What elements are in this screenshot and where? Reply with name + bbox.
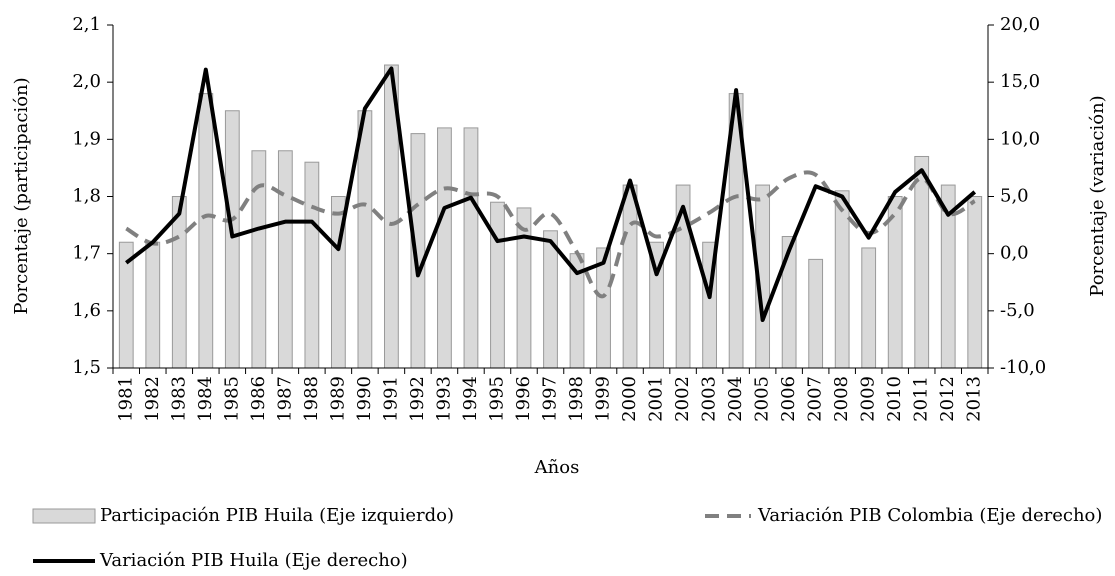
x-tick-label: 1999 xyxy=(593,376,614,422)
x-tick-label: 2013 xyxy=(964,376,985,422)
bar xyxy=(304,161,320,369)
x-tick-label: 1988 xyxy=(301,376,322,422)
x-tick-label: 2001 xyxy=(646,376,667,422)
y2-tick-label: 10,0 xyxy=(1000,128,1040,149)
x-tick-label: 2008 xyxy=(831,376,852,422)
bar xyxy=(277,150,293,369)
x-tick-label: 1995 xyxy=(486,376,507,422)
x-tick-label: 1990 xyxy=(354,376,375,422)
bar xyxy=(543,230,558,369)
x-tick-label: 1992 xyxy=(407,376,428,422)
x-tick-label: 1998 xyxy=(566,376,587,422)
bar xyxy=(463,127,479,369)
x-tick-label: 2000 xyxy=(619,376,640,422)
x-tick-label: 2012 xyxy=(937,376,958,422)
x-tick-label: 1984 xyxy=(195,376,216,422)
bar xyxy=(808,258,824,369)
x-tick-label: 1996 xyxy=(513,376,534,422)
y2-tick-label: 20,0 xyxy=(1000,14,1040,35)
bar xyxy=(198,93,214,369)
x-tick-label: 2010 xyxy=(884,376,905,422)
y-tick-label: 1,5 xyxy=(72,357,101,378)
line xyxy=(125,66,977,322)
x-tick-label: 2007 xyxy=(805,376,826,422)
x-tick-label: 1985 xyxy=(221,376,242,422)
bar xyxy=(145,241,161,369)
y2-tick-label: 5,0 xyxy=(1000,186,1029,207)
bar xyxy=(622,184,638,369)
bar xyxy=(781,236,797,369)
x-tick-label: 2004 xyxy=(725,376,746,422)
x-tick-label: 2003 xyxy=(699,376,720,422)
y-tick-label: 1,6 xyxy=(72,300,101,321)
x-tick-label: 1993 xyxy=(433,376,454,422)
legend-label: Variación PIB Colombia (Eje derecho) xyxy=(757,505,1102,526)
x-tick-label: 1997 xyxy=(540,376,561,422)
bar xyxy=(834,190,850,369)
bar xyxy=(887,196,903,369)
y-axis-title: Porcentaje (participación) xyxy=(11,77,32,314)
x-tick-label: 1986 xyxy=(248,376,269,422)
bar xyxy=(516,207,532,369)
x-tick-label: 1987 xyxy=(274,376,295,422)
bar xyxy=(490,201,505,369)
legend-label: Variación PIB Huila (Eje derecho) xyxy=(99,550,408,571)
x-tick-label: 2005 xyxy=(752,376,773,422)
y2-tick-label: 15,0 xyxy=(1000,71,1040,92)
x-axis-title: Años xyxy=(534,457,580,478)
y-tick-label: 2,1 xyxy=(72,14,101,35)
bar xyxy=(224,110,240,369)
x-tick-label: 1982 xyxy=(142,376,163,422)
y2-tick-label: -5,0 xyxy=(1000,300,1035,321)
y-tick-label: 2,0 xyxy=(72,71,101,92)
bar xyxy=(437,127,452,369)
x-tick-label: 1983 xyxy=(168,376,189,422)
x-tick-label: 2011 xyxy=(911,376,932,422)
x-tick-label: 2006 xyxy=(778,376,799,422)
y2-tick-label: -10,0 xyxy=(1000,357,1046,378)
x-tick-label: 1994 xyxy=(460,376,481,422)
bar xyxy=(967,196,983,369)
x-tick-label: 2002 xyxy=(672,376,693,422)
bar xyxy=(357,110,373,369)
y2-axis-title: Porcentaje (variación) xyxy=(1087,95,1108,296)
legend-label: Participación PIB Huila (Eje izquierdo) xyxy=(100,505,454,526)
y-tick-label: 1,7 xyxy=(72,243,101,264)
bar xyxy=(914,155,930,369)
bar xyxy=(861,247,877,369)
legend-swatch xyxy=(32,508,96,524)
x-tick-label: 1989 xyxy=(327,376,348,422)
y2-tick-label: 0,0 xyxy=(1000,243,1029,264)
y-tick-label: 1,9 xyxy=(72,128,101,149)
x-tick-label: 2009 xyxy=(858,376,879,422)
x-tick-label: 1991 xyxy=(380,376,401,422)
x-tick-label: 1981 xyxy=(115,376,136,422)
bar xyxy=(171,196,187,369)
y-tick-label: 1,8 xyxy=(72,186,101,207)
